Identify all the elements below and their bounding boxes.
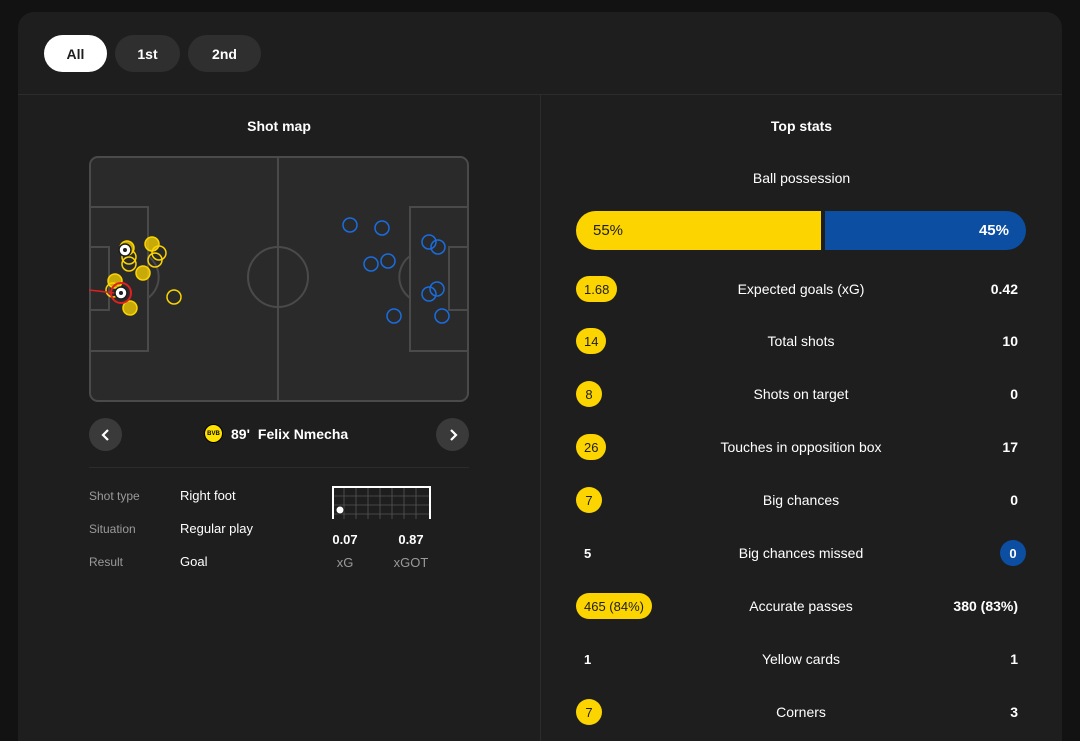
stat-home-value: 7 bbox=[576, 487, 602, 513]
stat-away-value: 3 bbox=[1010, 704, 1018, 720]
chevron-left-icon bbox=[100, 428, 109, 441]
stat-away-container: 0 bbox=[1000, 540, 1026, 566]
stat-away-container: 1 bbox=[1010, 646, 1026, 672]
stat-home-value: 465 (84%) bbox=[576, 593, 652, 619]
stat-label: Touches in opposition box bbox=[720, 439, 882, 455]
stat-label: Corners bbox=[776, 704, 826, 720]
stat-away-container: 17 bbox=[1002, 434, 1026, 460]
stat-home-value: 8 bbox=[576, 381, 602, 407]
next-shot-button[interactable] bbox=[436, 418, 469, 451]
stat-label: Total shots bbox=[767, 333, 835, 349]
top-stats-title: Top stats bbox=[770, 118, 833, 134]
situation-label: Situation bbox=[89, 522, 136, 536]
shot-map-pitch[interactable] bbox=[89, 156, 469, 402]
stat-home-container: 14 bbox=[576, 328, 607, 354]
stat-row: 8 Shots on target 0 bbox=[576, 381, 1026, 407]
stat-row: 1 Yellow cards 1 bbox=[576, 646, 1026, 672]
stat-label: Yellow cards bbox=[761, 651, 841, 667]
stat-home-container: 5 bbox=[576, 540, 591, 566]
stat-away-container: 0.42 bbox=[991, 276, 1026, 302]
previous-shot-button[interactable] bbox=[89, 418, 122, 451]
away-shots bbox=[342, 217, 450, 324]
stat-away-value: 1 bbox=[1010, 651, 1018, 667]
stat-home-value: 14 bbox=[576, 328, 607, 354]
xgot-label: xGOT bbox=[393, 555, 429, 570]
home-shots bbox=[105, 236, 182, 316]
stat-away-value: 17 bbox=[1002, 439, 1018, 455]
stat-label: Big chances bbox=[762, 492, 840, 508]
stat-label: Accurate passes bbox=[749, 598, 853, 614]
stat-home-value: 5 bbox=[584, 545, 592, 561]
stat-home-value: 1 bbox=[584, 651, 592, 667]
stat-row: 14 Total shots 10 bbox=[576, 328, 1026, 354]
stat-away-container: 10 bbox=[1002, 328, 1026, 354]
selected-shot-player: BVB 89' Felix Nmecha bbox=[204, 424, 348, 443]
possession-label: Ball possession bbox=[752, 170, 851, 186]
stat-away-value: 380 (83%) bbox=[953, 598, 1018, 614]
shot-type-value: Right foot bbox=[180, 488, 236, 503]
shot-map-title: Shot map bbox=[247, 118, 311, 134]
stat-away-container: 0 bbox=[1010, 487, 1026, 513]
stat-home-container: 1 bbox=[576, 646, 591, 672]
selected-shot[interactable] bbox=[89, 282, 132, 304]
possession-home: 55% bbox=[576, 211, 821, 250]
stat-home-value: 26 bbox=[576, 434, 607, 460]
xg-label: xG bbox=[336, 555, 354, 570]
shot-type-label: Shot type bbox=[89, 489, 140, 503]
stat-row: 26 Touches in opposition box 17 bbox=[576, 434, 1026, 460]
stat-label: Shots on target bbox=[753, 386, 849, 402]
shot-minute: 89' bbox=[231, 425, 250, 442]
tab-all[interactable]: All bbox=[44, 35, 107, 72]
stat-label: Big chances missed bbox=[738, 545, 864, 561]
stat-away-value: 0.42 bbox=[990, 281, 1018, 297]
stat-home-container: 7 bbox=[576, 487, 602, 513]
shot-player-name: Felix Nmecha bbox=[257, 425, 349, 442]
shot-details-divider bbox=[89, 467, 469, 468]
stat-away-container: 380 (83%) bbox=[953, 593, 1026, 619]
match-stats-card: All 1st 2nd Shot map bbox=[18, 12, 1062, 741]
stat-home-container: 1.68 bbox=[576, 276, 618, 302]
team-crest-icon: BVB bbox=[204, 424, 223, 443]
column-divider bbox=[540, 94, 541, 741]
stat-home-value: 7 bbox=[576, 699, 602, 725]
result-label: Result bbox=[89, 555, 124, 569]
stat-row: 5 Big chances missed 0 bbox=[576, 540, 1026, 566]
stat-away-value: 0 bbox=[1000, 540, 1026, 566]
period-tabs: All 1st 2nd bbox=[44, 35, 261, 72]
stat-row: 7 Corners 3 bbox=[576, 699, 1026, 725]
goal-frame-icon bbox=[332, 486, 431, 520]
tab-second-half[interactable]: 2nd bbox=[188, 35, 261, 72]
stat-home-container: 26 bbox=[576, 434, 607, 460]
chevron-right-icon bbox=[449, 428, 458, 441]
stat-away-container: 0 bbox=[1010, 381, 1026, 407]
stat-away-value: 0 bbox=[1010, 386, 1018, 402]
tab-first-half[interactable]: 1st bbox=[115, 35, 180, 72]
possession-away: 45% bbox=[825, 211, 1026, 250]
stat-row: 1.68 Expected goals (xG) 0.42 bbox=[576, 276, 1026, 302]
stat-home-container: 7 bbox=[576, 699, 602, 725]
xgot-value: 0.87 bbox=[398, 532, 424, 547]
stat-home-value: 1.68 bbox=[576, 276, 618, 302]
stat-away-value: 10 bbox=[1002, 333, 1018, 349]
stat-label: Expected goals (xG) bbox=[737, 281, 865, 297]
stat-away-container: 3 bbox=[1010, 699, 1026, 725]
situation-value: Regular play bbox=[180, 521, 253, 536]
stat-row: 7 Big chances 0 bbox=[576, 487, 1026, 513]
stat-home-container: 8 bbox=[576, 381, 602, 407]
stat-home-container: 465 (84%) bbox=[576, 593, 652, 619]
possession-bar: 55% 45% bbox=[576, 211, 1026, 250]
xg-value: 0.07 bbox=[332, 532, 358, 547]
stat-away-value: 0 bbox=[1010, 492, 1018, 508]
result-value: Goal bbox=[180, 554, 208, 569]
stat-row: 465 (84%) Accurate passes 380 (83%) bbox=[576, 593, 1026, 619]
